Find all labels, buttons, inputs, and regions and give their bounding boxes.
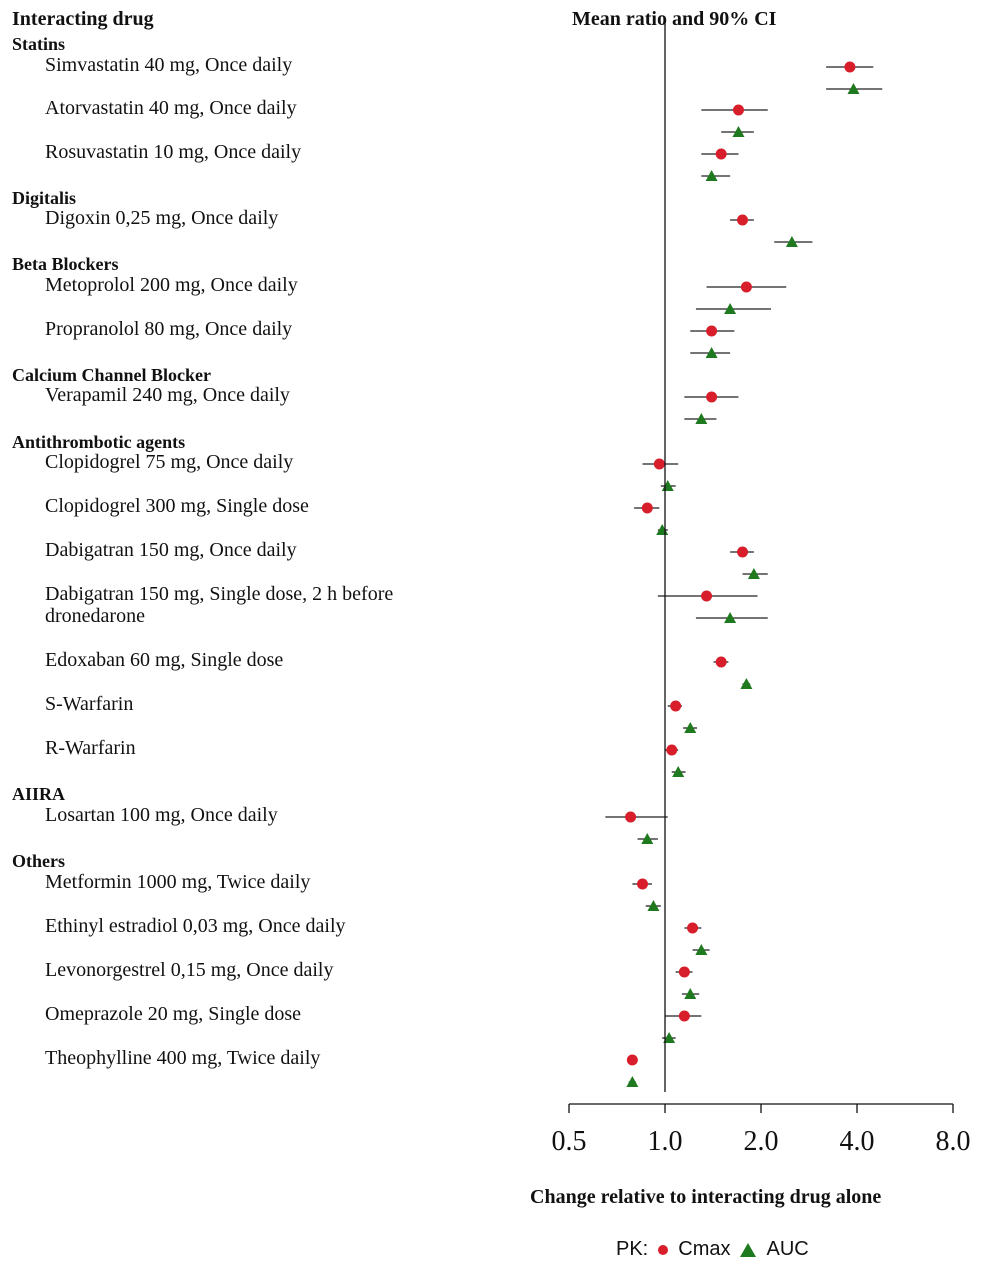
column-header-interacting-drug: Interacting drug (12, 8, 154, 30)
drug-label: Metformin 1000 mg, Twice daily (45, 871, 311, 893)
cmax-point (701, 590, 713, 602)
drug-label: Metoprolol 200 mg, Once daily (45, 274, 298, 296)
group-label: Antithrombotic agents (12, 432, 186, 452)
auc-point (641, 833, 654, 844)
drug-label: Edoxaban 60 mg, Single dose (45, 649, 284, 671)
cmax-point (706, 325, 718, 337)
cmax-point (687, 922, 699, 934)
auc-point (785, 236, 798, 247)
drug-label: Theophylline 400 mg, Twice daily (45, 1047, 321, 1069)
group-label: Calcium Channel Blocker (12, 365, 212, 385)
auc-point (740, 678, 753, 689)
group-label: Statins (12, 34, 66, 54)
auc-point (647, 900, 660, 911)
drug-label: Omeprazole 20 mg, Single dose (45, 1003, 302, 1025)
column-header-mean-ratio: Mean ratio and 90% CI (572, 8, 777, 30)
cmax-point (737, 214, 749, 226)
auc-point (684, 722, 697, 733)
cmax-point (715, 656, 727, 668)
group-label: AIIRA (12, 784, 66, 804)
drug-label: Verapamil 240 mg, Once daily (45, 384, 290, 406)
drug-label: Ethinyl estradiol 0,03 mg, Once daily (45, 915, 346, 937)
cmax-point (732, 104, 744, 116)
auc-point (705, 170, 718, 181)
x-tick-label: 4.0 (839, 1126, 875, 1157)
drug-label: Losartan 100 mg, Once daily (45, 804, 278, 826)
auc-point (626, 1076, 639, 1087)
auc-point (672, 766, 685, 777)
auc-point (695, 413, 708, 424)
x-tick-label: 8.0 (935, 1126, 971, 1157)
cmax-point (653, 458, 665, 470)
drug-label: Digoxin 0,25 mg, Once daily (45, 207, 279, 229)
drug-label-continuation: dronedarone (45, 605, 145, 627)
cmax-point (626, 1054, 638, 1066)
x-tick-label: 1.0 (647, 1126, 683, 1157)
legend-cmax-swatch (658, 1244, 669, 1255)
group-label: Beta Blockers (12, 254, 119, 274)
auc-point (732, 126, 745, 137)
drug-label: Dabigatran 150 mg, Once daily (45, 539, 297, 561)
group-label: Others (12, 851, 65, 871)
cmax-point (678, 1010, 690, 1022)
drug-label: Atorvastatin 40 mg, Once daily (45, 97, 297, 119)
cmax-point (715, 148, 727, 160)
cmax-point (666, 744, 678, 756)
auc-point (705, 347, 718, 358)
x-tick-label: 0.5 (551, 1126, 587, 1157)
group-label: Digitalis (12, 188, 77, 208)
cmax-point (625, 811, 637, 823)
cmax-point (636, 878, 648, 890)
cmax-point (740, 281, 752, 293)
drug-label: Clopidogrel 300 mg, Single dose (45, 495, 309, 517)
auc-point (684, 988, 697, 999)
drug-label: R-Warfarin (45, 737, 136, 759)
legend-auc-swatch (740, 1242, 757, 1257)
drug-label: Clopidogrel 75 mg, Once daily (45, 451, 294, 473)
auc-point (663, 1032, 676, 1043)
drug-label: Simvastatin 40 mg, Once daily (45, 54, 293, 76)
cmax-point (706, 391, 718, 403)
cmax-point (737, 546, 749, 558)
auc-point (847, 83, 860, 94)
auc-point (695, 944, 708, 955)
auc-point (747, 568, 760, 579)
drug-label: Dabigatran 150 mg, Single dose, 2 h befo… (45, 583, 394, 605)
drug-label: Propranolol 80 mg, Once daily (45, 318, 293, 340)
cmax-point (678, 966, 690, 978)
legend: PK: Cmax AUC (616, 1238, 809, 1261)
legend-auc-label: AUC (766, 1238, 809, 1260)
x-axis-label: Change relative to interacting drug alon… (530, 1186, 882, 1208)
drug-label: Rosuvastatin 10 mg, Once daily (45, 141, 302, 163)
cmax-point (844, 61, 856, 73)
auc-point (724, 612, 737, 623)
drug-label: Levonorgestrel 0,15 mg, Once daily (45, 959, 334, 981)
cmax-point (670, 700, 682, 712)
drug-label: S-Warfarin (45, 693, 134, 715)
x-tick-label: 2.0 (743, 1126, 779, 1157)
auc-point (724, 303, 737, 314)
cmax-point (641, 502, 653, 514)
legend-prefix: PK: (616, 1238, 649, 1260)
legend-cmax-label: Cmax (678, 1238, 731, 1260)
